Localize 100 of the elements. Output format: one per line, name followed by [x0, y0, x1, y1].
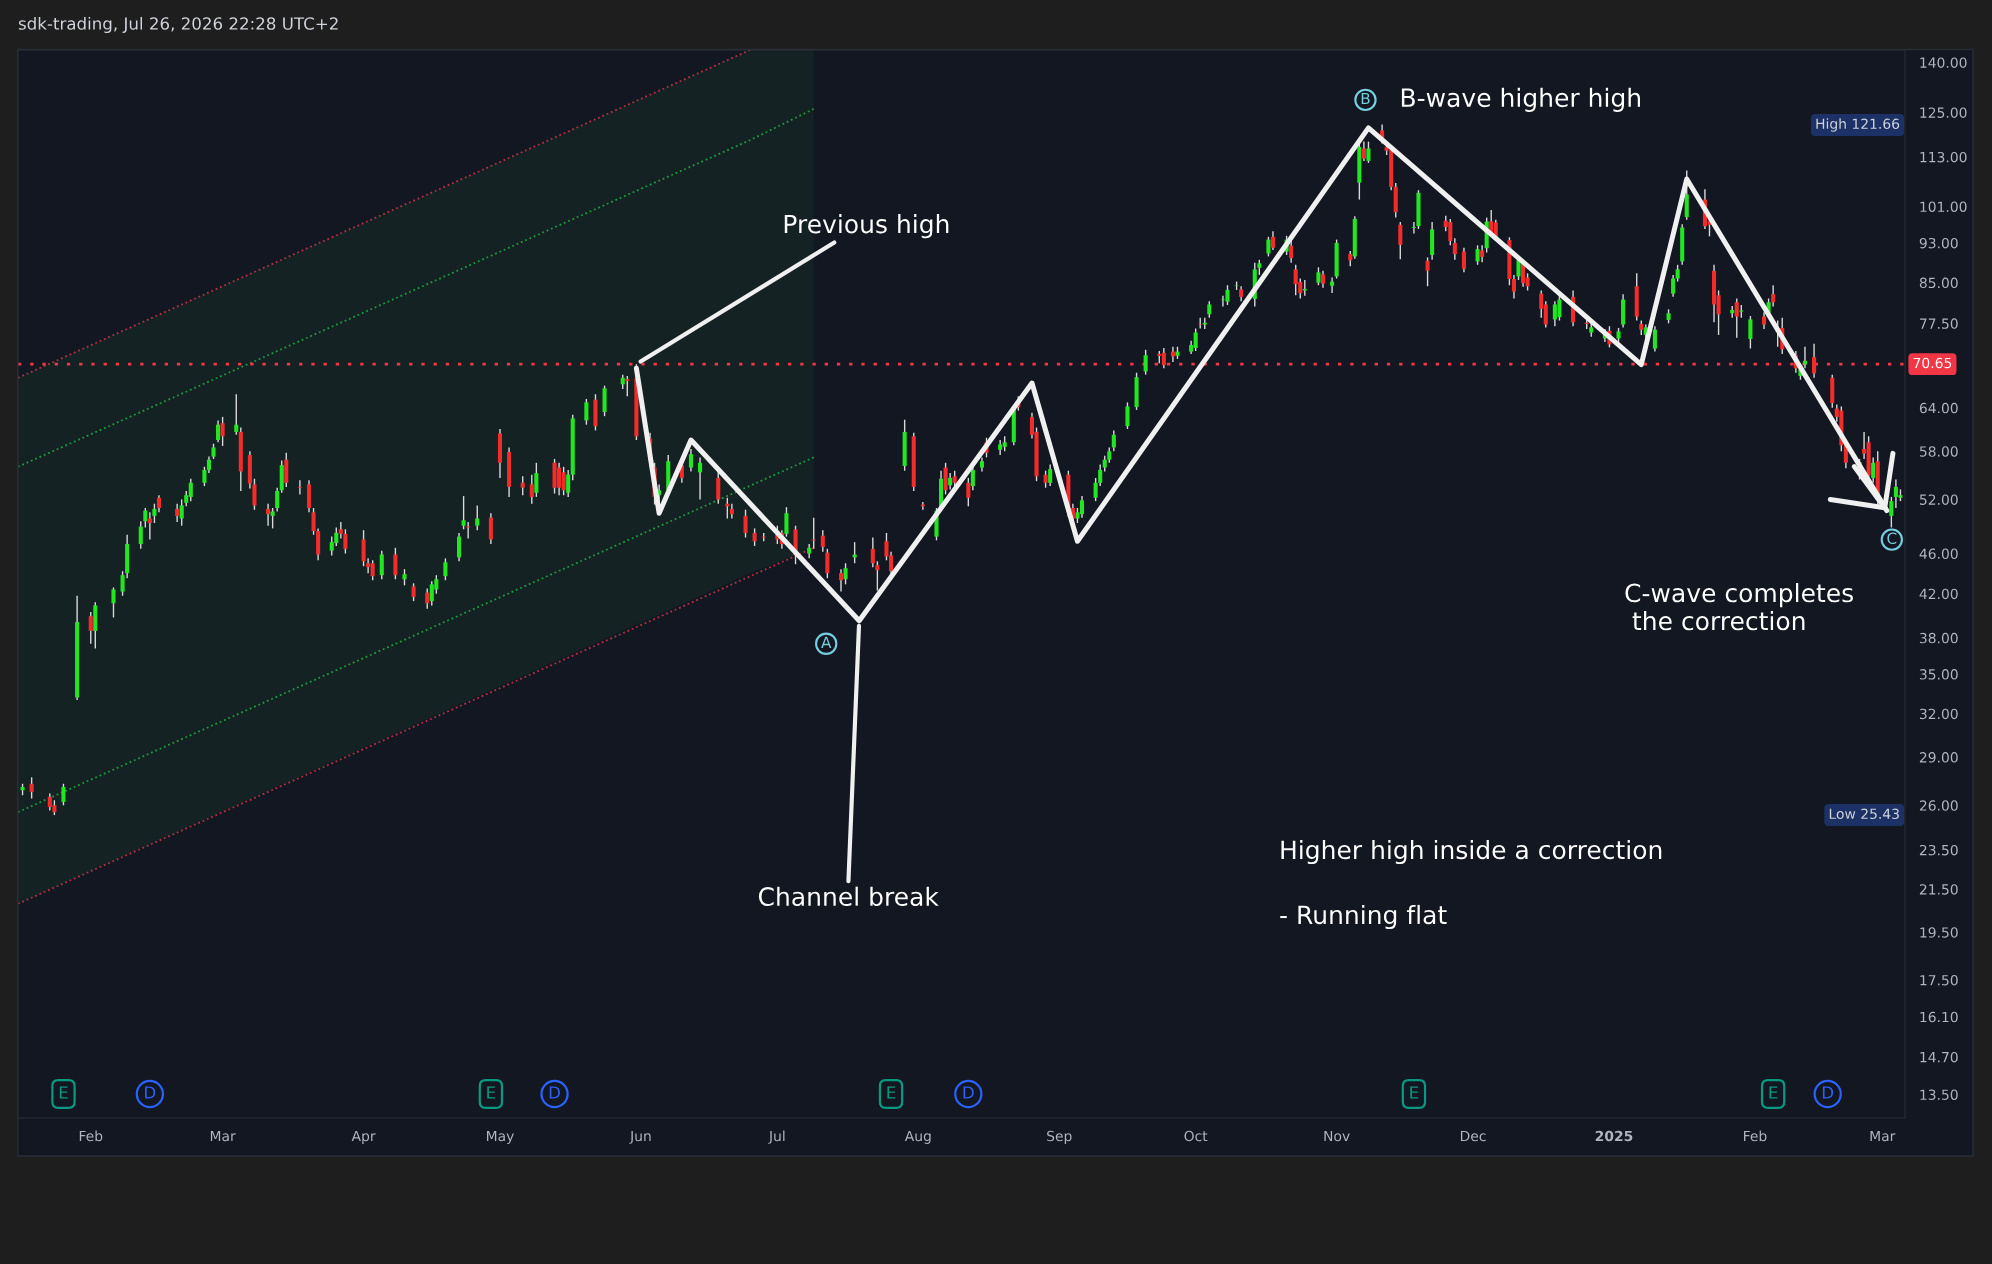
x-tick-label: Dec: [1460, 1130, 1486, 1142]
ref-line-label: 70.65: [1913, 357, 1952, 369]
y-tick-label: 35.00: [1919, 669, 1958, 680]
candlestick: [234, 393, 239, 436]
candlestick: [1652, 325, 1657, 353]
x-tick-label: Jul: [768, 1130, 785, 1144]
candlestick: [457, 532, 462, 562]
y-tick-label: 85.00: [1919, 277, 1958, 289]
y-tick-label: 52.00: [1919, 494, 1958, 505]
x-tick-label: Sep: [1047, 1130, 1072, 1144]
y-tick-label: 93.00: [1919, 237, 1958, 249]
y-tick-label: 16.10: [1920, 1011, 1958, 1023]
candlestick: [1366, 140, 1371, 164]
candlestick: [143, 507, 148, 529]
candlestick: [1448, 218, 1453, 246]
annotation: E: [1769, 1086, 1778, 1099]
annotation: D: [145, 1086, 156, 1099]
x-tick-label: 2025: [1595, 1130, 1633, 1142]
text: sdk-trading, Jul 26, 2026 22:28 UTC+2: [18, 16, 338, 34]
candlestick: [429, 580, 434, 607]
y-tick-label: 14.70: [1920, 1051, 1958, 1063]
candlestick: [306, 479, 312, 514]
candlestick: [1425, 256, 1430, 287]
candlestick: [1289, 239, 1294, 264]
x-tick-label: Oct: [1184, 1130, 1208, 1142]
y-tick-label: 113.00: [1920, 151, 1967, 163]
candlestick: [1361, 140, 1366, 162]
candlestick: [688, 448, 693, 473]
x-tick-label: Nov: [1324, 1130, 1350, 1142]
candlestick: [1771, 284, 1776, 308]
candlestick: [1475, 244, 1480, 266]
candlestick: [220, 416, 225, 447]
candlestick: [943, 462, 948, 496]
candlestick: [1111, 429, 1116, 452]
annotation: B: [1361, 92, 1370, 105]
annotation: - Running flat: [1280, 904, 1447, 930]
candlestick: [838, 568, 844, 593]
annotation: D: [1822, 1086, 1834, 1099]
annotation: A: [821, 636, 832, 648]
candlestick: [698, 456, 703, 501]
candlestick: [743, 509, 748, 539]
candlestick: [970, 466, 975, 491]
y-tick-label: 23.50: [1919, 844, 1958, 856]
annotation: Higher high inside a correction: [1281, 839, 1662, 865]
candlestick: [1461, 246, 1466, 274]
x-tick-label: Jun: [629, 1130, 651, 1144]
candlestick: [334, 526, 339, 547]
annotation: E: [59, 1086, 68, 1099]
y-tick-label: 77.50: [1920, 318, 1958, 329]
candlestick: [270, 507, 275, 530]
annotation: E: [487, 1086, 496, 1099]
y-tick-label: 17.50: [1920, 974, 1958, 986]
candlestick: [561, 466, 566, 496]
candlestick: [966, 477, 971, 507]
candlestick: [475, 504, 480, 531]
candlestick: [488, 512, 493, 545]
candlestick: [843, 562, 848, 586]
candlestick: [393, 547, 398, 580]
candlestick: [1734, 297, 1739, 339]
candlestick: [29, 776, 34, 800]
candlestick: [1889, 496, 1894, 529]
candlestick: [216, 419, 221, 443]
x-tick-label: Feb: [1744, 1130, 1767, 1142]
y-tick-label: 42.00: [1919, 588, 1958, 600]
candlestick: [811, 516, 816, 550]
candlestick: [729, 503, 734, 520]
x-tick-label: Feb: [79, 1130, 103, 1142]
candlestick: [1125, 401, 1130, 430]
annotation: C: [1887, 532, 1897, 545]
y-tick-label: 64.00: [1919, 402, 1958, 414]
candlestick: [1398, 221, 1403, 261]
candlestick: [329, 535, 334, 557]
candlestick: [188, 478, 193, 502]
candlestick: [297, 479, 302, 496]
x-tick-label: Mar: [210, 1130, 236, 1142]
y-tick-label: 19.50: [1920, 927, 1958, 938]
y-tick-label: 13.50: [1920, 1089, 1958, 1100]
candlestick: [1266, 236, 1271, 258]
candlestick: [284, 452, 289, 488]
y-tick-label: 21.50: [1919, 884, 1958, 895]
candlestick: [202, 466, 207, 487]
candlestick: [1802, 346, 1808, 369]
x-tick-label: May: [486, 1130, 514, 1144]
candlestick: [1812, 343, 1817, 379]
candlestick: [1671, 274, 1676, 298]
candlestick: [825, 548, 830, 579]
candlestick: [379, 549, 384, 580]
candlestick: [1193, 327, 1198, 352]
candlestick: [443, 557, 448, 581]
y-tick-label: 140.00: [1920, 57, 1967, 68]
annotation: E: [887, 1086, 896, 1099]
y-tick-label: 26.00: [1919, 800, 1958, 811]
candlestick: [175, 503, 180, 523]
y-tick-label: 125.00: [1920, 107, 1967, 118]
y-tick-label: 29.00: [1919, 752, 1958, 763]
candlestick: [370, 559, 375, 581]
candlestick: [275, 487, 280, 513]
annotation: D: [549, 1086, 560, 1099]
annotation: B-wave higher high: [1401, 87, 1641, 112]
candlestick: [1871, 456, 1876, 484]
